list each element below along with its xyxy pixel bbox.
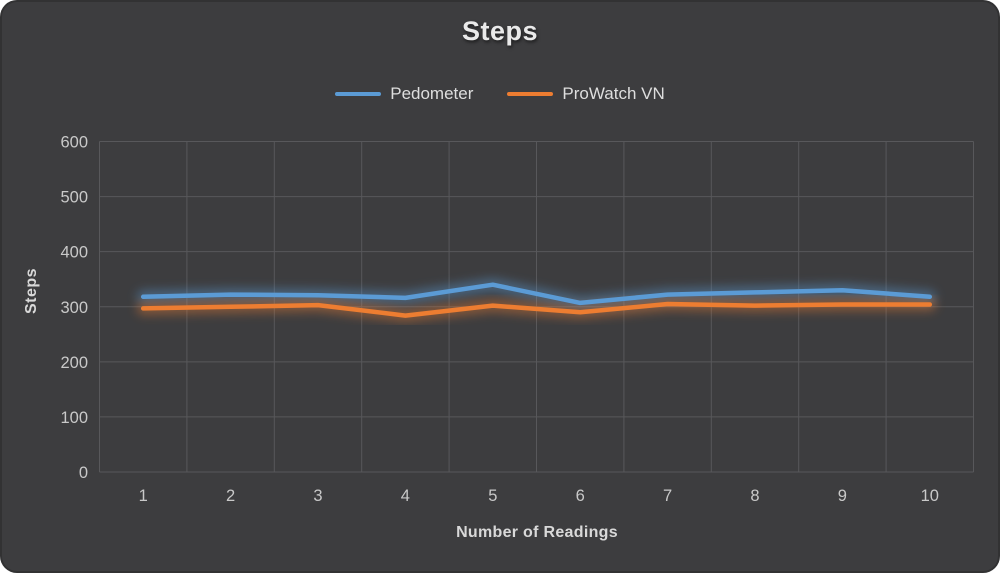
y-tick-label: 600	[60, 134, 88, 152]
x-tick-label: 2	[226, 487, 235, 505]
series-line-pedometer[interactable]	[140, 282, 933, 306]
legend-item-prowatch[interactable]: ProWatch VN	[507, 84, 665, 104]
x-tick-label: 7	[663, 487, 672, 505]
legend-item-pedometer[interactable]: Pedometer	[335, 84, 473, 104]
chart-title: Steps	[461, 16, 539, 46]
legend: Pedometer ProWatch VN	[0, 82, 1000, 106]
y-tick-label: 500	[60, 189, 88, 207]
y-tick-label: 100	[60, 409, 88, 427]
y-tick-label: 200	[60, 354, 88, 372]
series-line-prowatch-vn[interactable]	[140, 301, 933, 318]
x-axis-title: Number of Readings	[456, 524, 618, 541]
legend-swatch-pedometer-icon	[335, 91, 382, 97]
legend-label-pedometer: Pedometer	[390, 84, 474, 103]
y-tick-label: 300	[60, 299, 88, 317]
y-tick-label: 0	[79, 464, 88, 482]
legend-swatch-prowatch-icon	[507, 91, 554, 97]
x-tick-label: 1	[139, 487, 148, 505]
y-tick-label: 400	[60, 244, 88, 262]
x-tick-label: 9	[838, 487, 847, 505]
legend-label-prowatch: ProWatch VN	[562, 84, 665, 103]
x-tick-label: 3	[313, 487, 322, 505]
x-tick-label: 10	[921, 487, 939, 505]
x-tick-label: 6	[576, 487, 585, 505]
x-tick-label: 8	[750, 487, 759, 505]
x-tick-label: 4	[401, 487, 410, 505]
x-tick-label: 5	[488, 487, 497, 505]
